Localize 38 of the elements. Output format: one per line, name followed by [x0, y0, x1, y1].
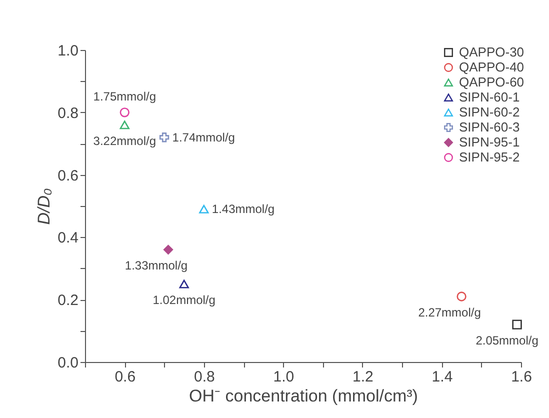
y-tick-label: 0.0 [58, 354, 78, 372]
x-axis-title: OH⁻ concentration (mmol/cm³) [189, 386, 418, 406]
y-tick-label: 0.4 [58, 230, 78, 247]
legend-label: QAPPO-40 [459, 60, 524, 74]
x-tick-label: 0.8 [194, 368, 215, 386]
x-tick-label: 1.4 [432, 368, 453, 386]
x-tick-label: 1.2 [352, 368, 374, 386]
annotation: 3.22mmol/g [93, 134, 156, 148]
point [120, 108, 130, 118]
annotation: 2.05mmol/g [476, 334, 538, 348]
point [512, 320, 522, 330]
annotation: 1.75mmol/g [93, 89, 156, 104]
legend-label: SIPN-60-1 [459, 90, 520, 104]
y-axis-title: D/D₀ [34, 188, 54, 225]
point [456, 292, 466, 302]
x-tick-label: 0.6 [114, 368, 136, 386]
y-tick-label: 0.8 [58, 104, 78, 122]
point [159, 132, 170, 142]
point [120, 120, 130, 130]
x-tick-label: 1.6 [511, 368, 532, 386]
legend-label: SIPN-95-1 [459, 134, 520, 150]
y-tick-label: 1.0 [58, 42, 78, 60]
legend-label: SIPN-60-2 [459, 104, 520, 120]
y-tick-label: 0.2 [58, 292, 78, 310]
point [163, 244, 174, 255]
x-tick-label: 1.0 [273, 368, 294, 386]
legend-label: SIPN-95-2 [459, 150, 520, 164]
annotation: 1.02mmol/g [152, 293, 216, 307]
annotation: 1.43mmol/g [212, 202, 275, 216]
legend-label: SIPN-60-3 [459, 120, 520, 134]
legend-label: QAPPO-60 [459, 74, 524, 90]
annotation: 2.27mmol/g [418, 305, 481, 320]
legend-label: QAPPO-30 [459, 44, 524, 60]
point [179, 280, 189, 288]
point [199, 204, 209, 214]
annotation: 1.33mmol/g [124, 258, 188, 273]
annotation: 1.74mmol/g [172, 130, 235, 144]
y-tick-label: 0.6 [58, 167, 78, 184]
